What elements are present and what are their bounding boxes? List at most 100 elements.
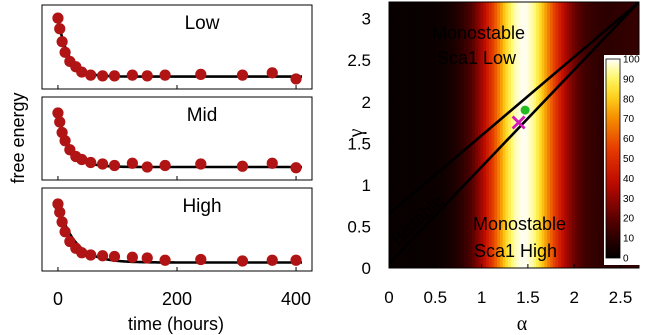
- heatmap-cell: [438, 2, 443, 268]
- data-point: [126, 69, 138, 81]
- colorbar-tick-labels: 0 10 20 30 40 50 60 70 80 90 100: [623, 55, 640, 265]
- subpanel-label: Low: [185, 13, 220, 34]
- heatmap-cell: [474, 2, 479, 268]
- region-top-line1: Monostable: [432, 23, 525, 43]
- heatmap-cell: [405, 2, 409, 268]
- heatmap-cell: [586, 2, 590, 268]
- heatmap-cell: [399, 2, 404, 268]
- heatmap-cell: [552, 2, 557, 268]
- heatmap-cell: [566, 2, 570, 268]
- data-point: [59, 46, 71, 58]
- subpanel-low: Low: [41, 4, 313, 90]
- y-tick-label: 2: [362, 93, 371, 112]
- y-tick-label: 1: [362, 176, 371, 195]
- data-point: [195, 68, 207, 80]
- y-axis-label: free energy: [8, 92, 28, 183]
- marker-circle: [520, 105, 530, 115]
- data-point: [141, 252, 153, 264]
- marker-cross: [511, 115, 526, 130]
- heatmap-cell: [430, 2, 434, 268]
- heatmap-cell: [411, 2, 415, 268]
- data-point: [236, 160, 249, 172]
- data-point: [266, 67, 278, 79]
- colorbar-tick-label: 90: [623, 74, 635, 85]
- subpanel-label: Mid: [187, 105, 218, 126]
- region-label-monostable-high: Monostable Sca1 High: [473, 214, 566, 261]
- fit-curve: [56, 18, 302, 78]
- heatmap-cell: [555, 2, 559, 268]
- heatmap-cell: [519, 2, 523, 268]
- boundary-line-lower: [389, 2, 639, 265]
- heatmap-cell: [433, 2, 437, 268]
- markers: [511, 105, 530, 130]
- heatmap-cell: [505, 2, 509, 268]
- colorbar-tick-label: 50: [623, 154, 635, 165]
- heatmap-cell: [594, 2, 598, 268]
- heatmap-cell: [416, 2, 420, 268]
- heatmap-cell: [427, 2, 432, 268]
- colorbar-tick-label: 30: [623, 194, 635, 205]
- heatmap-cell: [444, 2, 448, 268]
- heatmap-cell: [499, 2, 504, 268]
- data-point: [54, 116, 66, 128]
- heatmap-cell: [508, 2, 512, 268]
- subpanel-high: High: [41, 187, 313, 272]
- heatmap-cell: [458, 2, 462, 268]
- data-point: [85, 156, 97, 169]
- heatmap-cell: [394, 2, 398, 268]
- colorbar: 0 10 20 30 40 50 60 70 80 90 100: [604, 55, 644, 265]
- heatmap-cell: [466, 2, 470, 268]
- x-tick-label: 0: [384, 288, 393, 307]
- heatmap-cell: [574, 2, 579, 268]
- data-point: [159, 69, 171, 81]
- x-axis-label: time (hours): [128, 314, 224, 334]
- x-tick-label: 0: [53, 289, 63, 309]
- x-tick-label: 0.5: [423, 288, 447, 307]
- x-tick-label: 1.5: [516, 288, 540, 307]
- data-point: [108, 159, 121, 172]
- data-point: [54, 206, 66, 218]
- heatmap-cell: [461, 2, 465, 268]
- data-point: [195, 253, 207, 266]
- y-tick-label: 0.5: [347, 217, 371, 236]
- heatmap-cell: [389, 2, 393, 268]
- data-point: [159, 254, 171, 266]
- data-point: [59, 226, 71, 238]
- boundary-line-upper: [389, 2, 639, 215]
- data-point: [141, 161, 153, 173]
- heatmap-cell: [522, 2, 526, 268]
- x-tick-label: 1: [477, 288, 486, 307]
- heatmap-cell: [436, 2, 440, 268]
- colorbar-tick-label: 10: [623, 234, 635, 245]
- x-tick-labels: 0 200 400: [53, 289, 311, 309]
- data-point: [108, 250, 121, 263]
- y-tick-label: 1.5: [347, 134, 371, 153]
- colorbar-tick-label: 60: [623, 134, 635, 145]
- y-tick-label: 2.5: [347, 51, 371, 70]
- heatmap-cell: [455, 2, 459, 268]
- data-point: [85, 69, 97, 81]
- data-point: [54, 23, 66, 35]
- y-tick-label: 3: [362, 10, 371, 29]
- boundary-lines: [389, 2, 639, 265]
- heatmap-cell: [424, 2, 429, 268]
- colorbar-tick-label: 70: [623, 114, 635, 125]
- heatmap-cell: [449, 2, 454, 268]
- heatmap-cell: [580, 2, 584, 268]
- heatmap-cell: [422, 2, 426, 268]
- heatmap-cell: [516, 2, 520, 268]
- heatmap-cell: [538, 2, 543, 268]
- region-bottom-line1: Monostable: [473, 214, 566, 234]
- colorbar-tick-label: 20: [623, 214, 635, 225]
- data-point: [96, 70, 109, 82]
- heatmap-cell: [577, 2, 582, 268]
- data-point: [108, 70, 121, 82]
- data-point: [52, 12, 64, 24]
- x-tick-label: 2.5: [609, 288, 633, 307]
- data-point: [52, 107, 64, 119]
- data-point: [59, 135, 71, 147]
- heatmap-cell: [391, 2, 395, 268]
- heatmap-cell: [441, 2, 445, 268]
- colorbar-tick-label: 80: [623, 94, 635, 105]
